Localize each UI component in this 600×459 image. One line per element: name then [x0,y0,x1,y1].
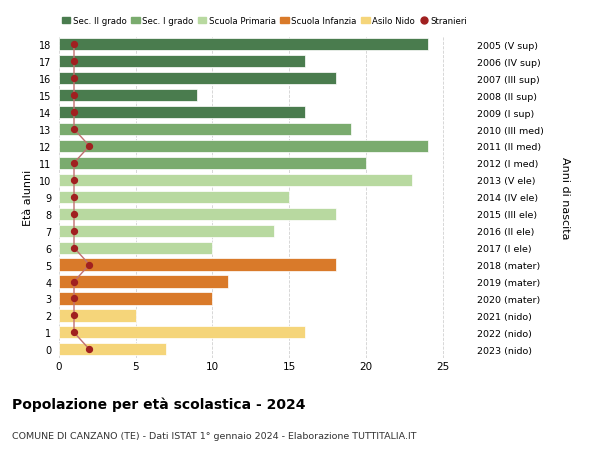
Legend: Sec. II grado, Sec. I grado, Scuola Primaria, Scuola Infanzia, Asilo Nido, Stran: Sec. II grado, Sec. I grado, Scuola Prim… [58,13,471,29]
Point [69,58,79,66]
Bar [59,276,228,288]
Bar [59,157,367,170]
Point [69,295,79,302]
Bar [59,39,428,51]
Bar [59,225,274,237]
Point [69,278,79,285]
Point [69,228,79,235]
Text: COMUNE DI CANZANO (TE) - Dati ISTAT 1° gennaio 2024 - Elaborazione TUTTITALIA.IT: COMUNE DI CANZANO (TE) - Dati ISTAT 1° g… [12,431,416,441]
Y-axis label: Età alunni: Età alunni [23,169,33,225]
Point [85,261,94,269]
Point [69,177,79,184]
Bar [59,90,197,102]
Point [69,312,79,319]
Text: Popolazione per età scolastica - 2024: Popolazione per età scolastica - 2024 [12,397,305,412]
Bar [59,56,305,68]
Point [69,245,79,252]
Bar [59,191,289,203]
Bar [59,310,136,322]
Bar [59,208,335,220]
Bar [59,107,305,119]
Point [69,194,79,201]
Bar [59,259,335,271]
Point [69,109,79,117]
Point [69,160,79,167]
Point [69,329,79,336]
Bar [59,293,212,305]
Bar [59,242,212,254]
Bar [59,123,351,136]
Y-axis label: Anni di nascita: Anni di nascita [560,156,571,239]
Point [69,211,79,218]
Bar [59,174,412,186]
Bar [59,140,428,153]
Point [85,143,94,150]
Bar [59,73,335,85]
Bar [59,343,166,356]
Point [69,126,79,134]
Point [85,346,94,353]
Point [69,41,79,49]
Point [69,92,79,100]
Point [69,75,79,83]
Bar [59,326,305,339]
